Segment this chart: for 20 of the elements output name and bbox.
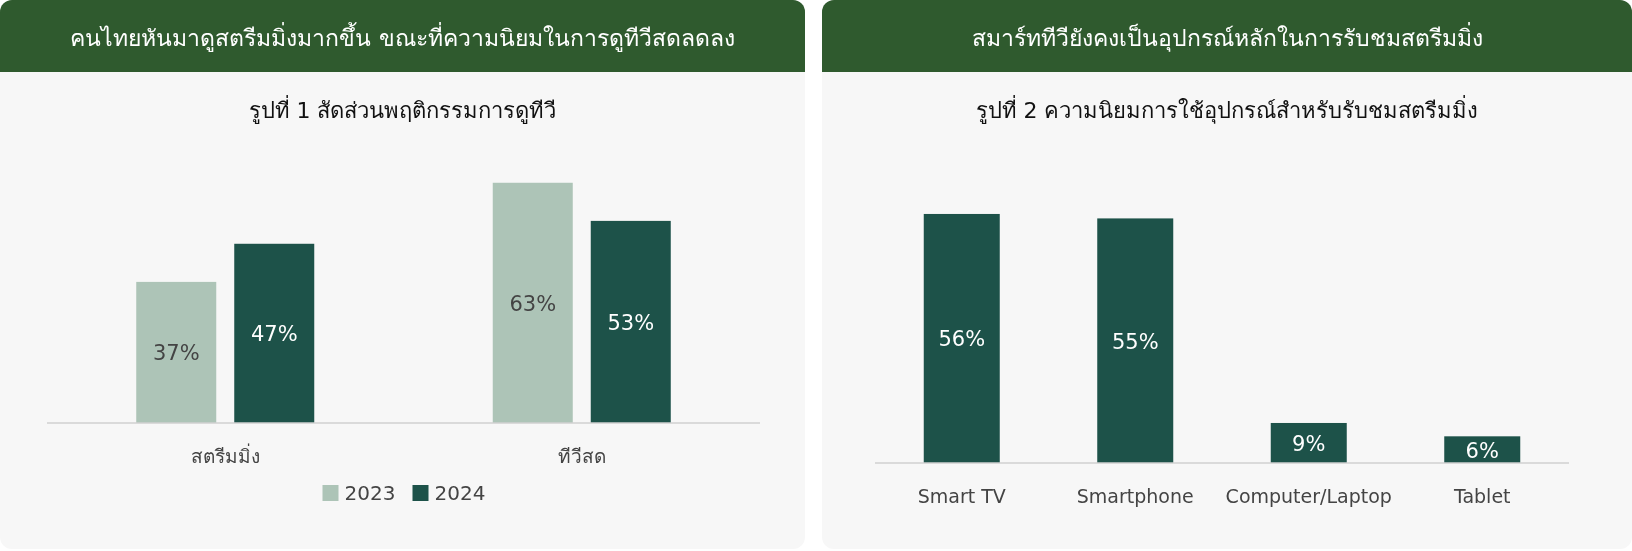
x-tick-label: ทีวีสด (557, 445, 606, 467)
x-tick-label: Tablet (1452, 485, 1511, 507)
x-tick-label: Smartphone (1076, 485, 1194, 507)
data-label: 55% (1111, 329, 1159, 354)
chart-subtitle: รูปที่ 1 สัดส่วนพฤติกรรมการดูทีวี (248, 95, 557, 124)
x-tick-label: Smart TV (917, 485, 1006, 507)
chart-title: คนไทยหันมาดูสตรีมมิ่งมากขึ้น ขณะที่ความนิยมในการดูทีวีสดลดลง (70, 22, 735, 52)
data-label: 47% (250, 322, 298, 347)
data-label: 6% (1465, 438, 1499, 463)
x-tick-label: สตรีมมิ่ง (190, 443, 260, 467)
data-label: 56% (938, 327, 986, 352)
data-label: 53% (607, 310, 655, 335)
x-tick-label: Computer/Laptop (1225, 485, 1392, 507)
data-label: 37% (152, 341, 200, 366)
data-label: 9% (1292, 431, 1326, 456)
data-label: 63% (509, 291, 557, 316)
chart-subtitle: รูปที่ 2 ความนิยมการใช้อุปกรณ์สำหรับรับชมสตรีมมิ่ง (975, 95, 1479, 124)
legend-label: 2023 (344, 481, 396, 505)
chart-title: สมาร์ททีวียังคงเป็นอุปกรณ์หลักในการรับชมสตรีมมิ่ง (971, 22, 1483, 52)
legend-label: 2024 (434, 481, 486, 505)
